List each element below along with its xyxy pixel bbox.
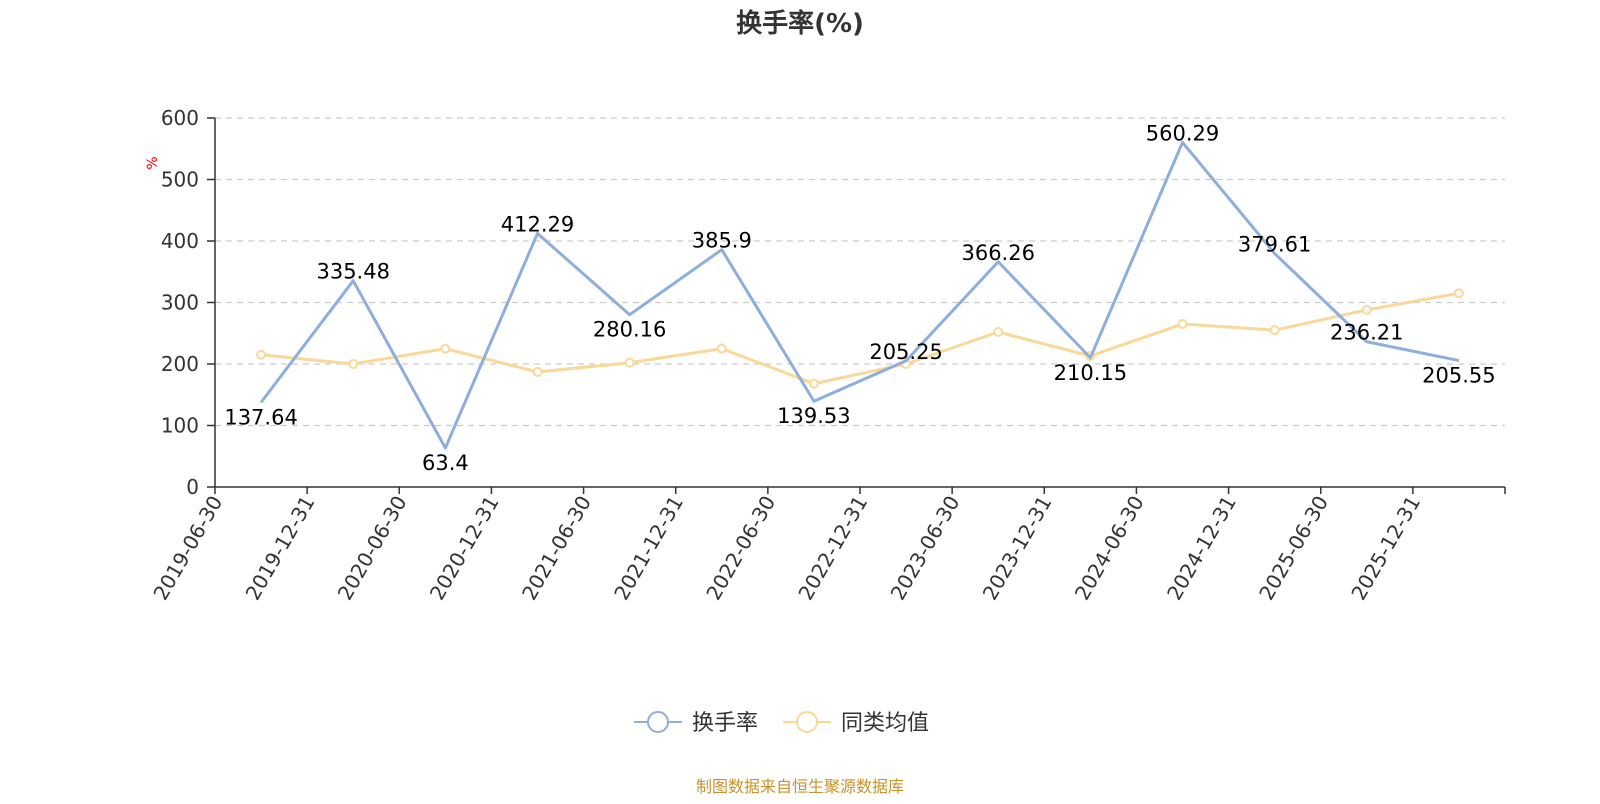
y-axis-unit: % — [145, 156, 161, 169]
data-label: 205.25 — [869, 340, 942, 364]
data-label: 205.55 — [1422, 364, 1495, 388]
data-label: 63.4 — [422, 451, 469, 475]
source-note: 制图数据来自恒生聚源数据库 — [696, 777, 904, 796]
gridlines — [215, 117, 1505, 427]
series-lines — [256, 140, 1464, 450]
x-tick-label: 2019-12-31 — [241, 492, 320, 605]
x-tick-label: 2019-06-30 — [148, 492, 227, 605]
y-tick-label: 400 — [161, 229, 199, 253]
data-point — [256, 349, 267, 360]
data-point — [532, 366, 543, 377]
legend-label: 同类均值 — [841, 711, 929, 736]
y-tick-label: 200 — [161, 352, 199, 376]
y-tick-label: 500 — [161, 168, 199, 192]
legend-label: 换手率 — [692, 711, 758, 736]
y-tick-label: 600 — [161, 106, 199, 130]
x-tick-label: 2022-06-30 — [701, 492, 780, 605]
y-tick-label: 0 — [186, 475, 199, 499]
x-tick-label: 2024-06-30 — [1070, 492, 1149, 605]
data-point — [993, 327, 1004, 338]
data-point — [1361, 304, 1372, 315]
series-line-turnover — [259, 140, 1460, 450]
legend-item[interactable]: 同类均值 — [783, 711, 929, 736]
data-point — [808, 378, 819, 389]
data-point — [348, 359, 359, 369]
legend-circle-icon — [796, 711, 818, 733]
data-label: 210.15 — [1054, 361, 1127, 385]
x-tick-label: 2021-06-30 — [517, 492, 596, 605]
legend-circle-icon — [647, 711, 669, 733]
x-tick-label: 2025-12-31 — [1346, 492, 1425, 605]
data-point — [1269, 325, 1280, 336]
legend-item[interactable]: 换手率 — [634, 711, 758, 736]
data-label: 385.9 — [692, 229, 752, 253]
data-point — [440, 343, 451, 354]
data-point — [1177, 319, 1188, 330]
series-line-peer-average — [260, 291, 1460, 386]
data-label: 335.48 — [316, 260, 389, 284]
x-tick-label: 2020-12-31 — [425, 492, 504, 605]
legend[interactable]: 换手率 同类均值 — [634, 711, 929, 736]
data-label: 560.29 — [1146, 121, 1219, 145]
data-point — [624, 357, 635, 368]
x-tick-label: 2023-12-31 — [978, 492, 1057, 605]
data-labels: 137.64 335.48 63.4 412.29 280.16 385.9 139.53 2… — [224, 121, 1495, 475]
data-point — [716, 343, 727, 354]
data-label: 139.53 — [777, 404, 850, 428]
data-label: 137.64 — [224, 405, 297, 429]
chart-title: 换手率(%) — [736, 8, 864, 39]
x-tick-label: 2023-06-30 — [886, 491, 965, 604]
y-tick-label: 100 — [161, 414, 199, 438]
x-tick-label: 2020-06-30 — [333, 492, 412, 605]
data-label: 236.21 — [1330, 321, 1403, 345]
x-tick-label: 2021-12-31 — [609, 492, 688, 605]
data-label: 280.16 — [593, 318, 666, 342]
data-label: 366.26 — [961, 241, 1034, 265]
data-label: 379.61 — [1238, 233, 1311, 257]
y-tick-label: 300 — [161, 291, 199, 315]
data-label: 412.29 — [501, 212, 574, 236]
x-tick-label: 2022-12-31 — [793, 492, 872, 605]
x-tick-label: 2025-06-30 — [1254, 492, 1333, 605]
data-point — [1453, 288, 1464, 299]
x-tick-label: 2024-12-31 — [1162, 492, 1241, 605]
